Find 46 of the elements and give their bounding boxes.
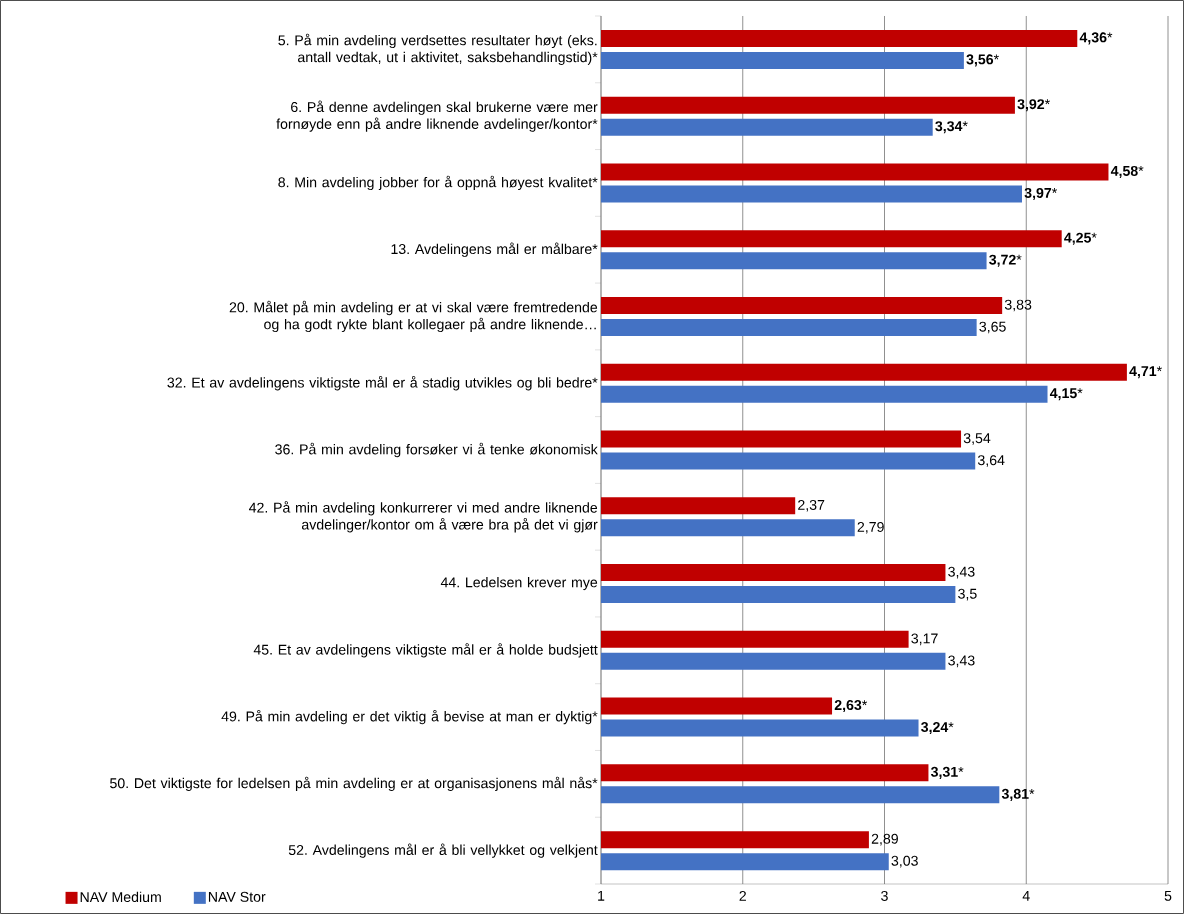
- y-tick-label: 5. På min avdeling verdsettes resultater høyt (eks. antall vedtak, ut i aktivitet, saksbehandlingstid)*: [278, 33, 598, 66]
- data-label: 3,64: [977, 455, 1005, 467]
- data-label: 4,36*: [1079, 32, 1113, 45]
- y-tick-label: 49. På min avdeling er det viktig å bevise at man er dyktig*: [221, 709, 598, 725]
- y-tick-label: 13. Avdelingens mål er målbare*: [391, 242, 598, 257]
- data-label: 3,24*: [921, 722, 954, 735]
- y-tick-label: 50. Det viktigste for ledelsen på min avdeling er at organisasjonens mål nås*: [110, 776, 598, 792]
- x-tick-label: 4: [1022, 890, 1030, 901]
- y-tick-label: 32. Et av avdelingens viktigste mål er å stadig utvikles og bli bedre*: [167, 376, 598, 391]
- data-label: 4,58*: [1110, 165, 1144, 178]
- data-label: 2,37: [798, 499, 825, 512]
- y-tick-label: 36. På min avdeling forsøker vi å tenke økonomisk: [275, 442, 598, 458]
- y-tick-label: 20. Målet på min avdeling er at vi skal være fremtredende og ha godt rykte blant kollegaer på andre liknende…: [229, 300, 598, 333]
- data-label: 3,97*: [1024, 187, 1058, 200]
- data-label: 3,92*: [1017, 99, 1050, 112]
- y-tick-label: 45. Et av avdelingens viktigste mål er å holde budsjett: [253, 643, 598, 658]
- x-tick-label: 3: [881, 890, 888, 901]
- data-label: 3,72*: [989, 254, 1022, 267]
- data-label: 3,03: [891, 855, 918, 868]
- y-tick-label: 52. Avdelingens mål er å bli vellykket og velkjent: [288, 843, 598, 858]
- data-label: 3,81*: [1001, 788, 1035, 801]
- data-label: 3,43: [948, 655, 975, 668]
- y-tick-label: 8. Min avdeling jobber for å oppnå høyest kvalitet*: [278, 175, 598, 191]
- data-label: 3,83: [1004, 299, 1032, 312]
- data-label: 3,56*: [966, 54, 999, 67]
- data-label: 2,89: [871, 833, 898, 846]
- data-label: 2,79: [857, 521, 884, 534]
- y-tick-label: 44. Ledelsen krever mye: [440, 576, 598, 591]
- data-label: 3,65: [979, 321, 1006, 334]
- y-tick-label: 42. På min avdeling konkurrerer vi med andre liknende avdelinger/kontor om å være bra på det vi gjør: [248, 501, 598, 533]
- data-label: 3,5: [958, 588, 977, 601]
- data-label: 4,71*: [1129, 366, 1162, 379]
- data-label: 3,31*: [930, 766, 964, 779]
- x-tick-label: 5: [1164, 890, 1172, 901]
- data-label: 3,43: [948, 566, 975, 579]
- data-label: 3,34*: [935, 121, 968, 134]
- data-label: 3,54: [963, 433, 991, 445]
- legend-label: NAV Medium: [80, 891, 161, 903]
- legend-label: NAV Stor: [208, 891, 266, 902]
- data-label: 3,17: [911, 633, 938, 646]
- y-tick-label: 6. På denne avdelingen skal brukerne være mer fornøyde enn på andre liknende avdelinger/kontor*: [276, 100, 598, 132]
- x-tick-label: 2: [739, 890, 746, 901]
- data-label: 4,15*: [1049, 388, 1083, 401]
- data-label: 4,25*: [1064, 232, 1097, 245]
- x-tick-label: 1: [598, 890, 605, 901]
- data-label: 2,63*: [834, 700, 868, 713]
